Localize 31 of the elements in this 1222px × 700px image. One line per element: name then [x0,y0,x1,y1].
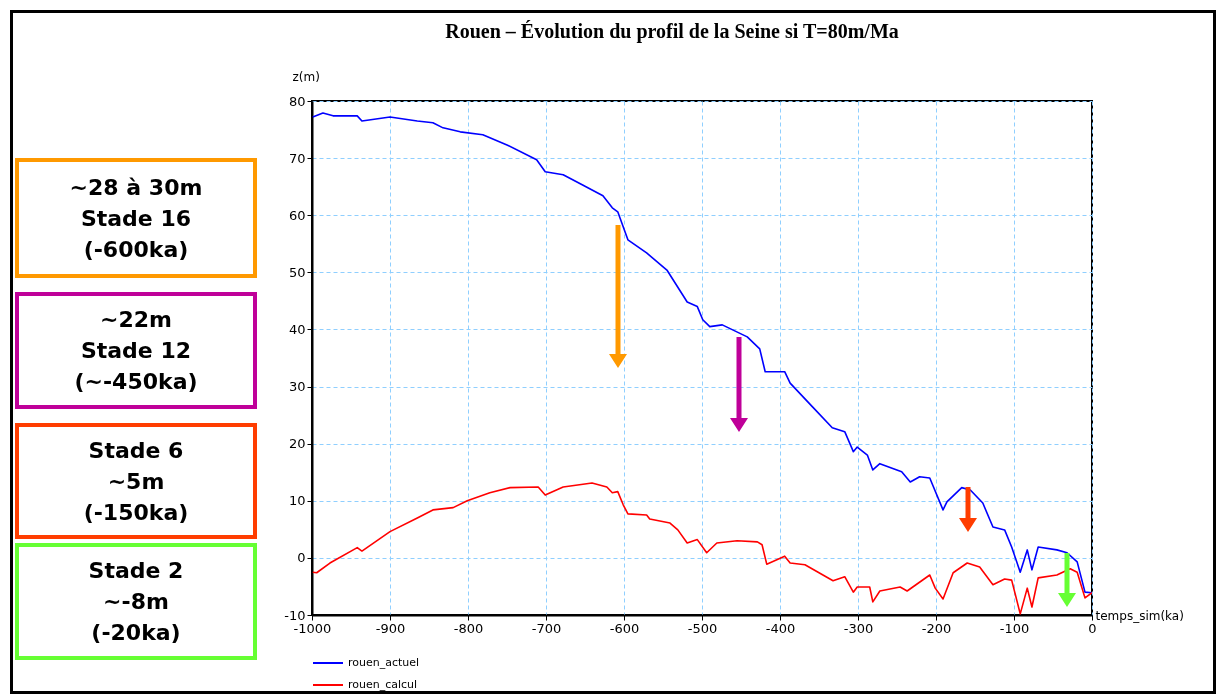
y-tick-label: -10 [284,607,306,623]
y-axis-title: z(m) [292,69,320,84]
x-axis-title: temps_sim(ka) [1095,608,1184,623]
legend-label: rouen_actuel [348,656,420,669]
x-tick-label: -800 [453,620,484,636]
y-tick-label: 40 [288,321,306,337]
y-tick-label: 60 [288,207,306,223]
x-tick-label: -500 [687,620,718,636]
x-tick-label: -300 [843,620,874,636]
y-tick-label: 10 [288,493,306,509]
y-tick-label: 80 [288,93,306,109]
text: Stade 2 ~-8m (-20ka) [15,543,257,660]
x-tick-label: -1000 [293,620,332,636]
x-tick-label: -700 [531,620,562,636]
legend-label: rouen_calcul [348,678,418,691]
y-tick-label: 0 [297,550,306,566]
y-tick-label: 30 [288,379,306,395]
chart-title: Rouen – Évolution du profil de la Seine si T=80m/Ma [445,20,899,43]
text: Stade 6 ~5m (-150ka) [15,423,257,539]
x-tick-label: -600 [609,620,640,636]
line-series [312,112,1092,594]
y-tick-label: 20 [288,436,306,452]
x-tick-label: -900 [375,620,406,636]
y-tick-label: 70 [288,150,306,166]
x-tick-label: -100 [999,620,1030,636]
text: ~28 à 30m Stade 16 (-600ka) [15,158,257,278]
text: ~22m Stade 12 (~-450ka) [15,292,257,409]
x-tick-label: -400 [765,620,796,636]
x-tick-label: -200 [921,620,952,636]
y-tick-label: 50 [288,264,306,280]
x-tick-label: 0 [1088,620,1097,636]
